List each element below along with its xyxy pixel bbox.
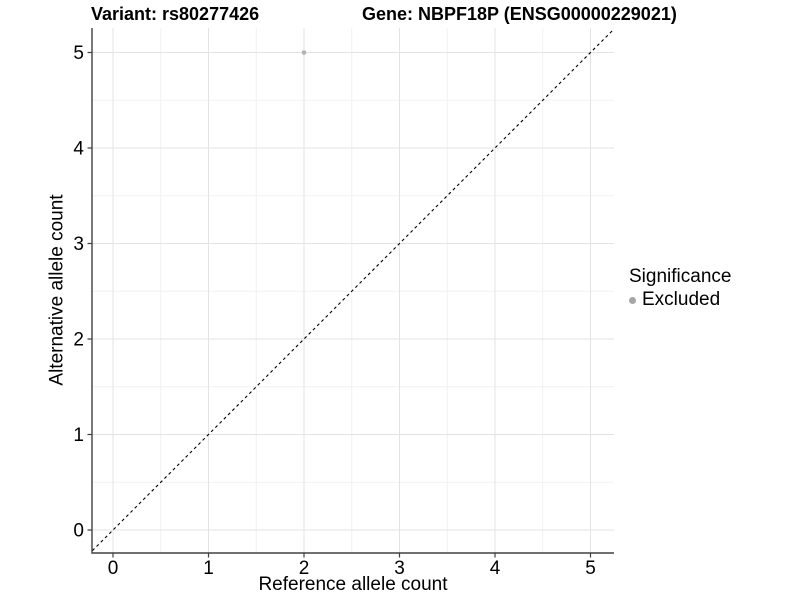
identity-line: [92, 28, 614, 552]
svg-text:0: 0: [73, 521, 84, 542]
grid-minor: [92, 28, 614, 553]
legend-item-excluded: Excluded: [629, 289, 731, 311]
svg-text:1: 1: [73, 425, 84, 446]
x-axis-title: Reference allele count: [258, 574, 448, 595]
grid-major: [92, 28, 614, 553]
legend-marker-circle-icon: [629, 296, 636, 304]
svg-text:4: 4: [490, 558, 501, 579]
svg-text:2: 2: [299, 558, 310, 579]
svg-text:3: 3: [394, 558, 405, 579]
legend-title: Significance: [629, 266, 732, 287]
plot-title-variant: Variant: rs80277426: [91, 4, 260, 24]
x-tick-labels: 0 1 2 3 4 5: [108, 558, 596, 579]
svg-text:5: 5: [585, 558, 596, 579]
legend-item-label: Excluded: [642, 289, 721, 310]
svg-text:3: 3: [73, 234, 84, 255]
svg-text:5: 5: [73, 43, 84, 64]
legend: Significance Excluded: [629, 266, 731, 311]
data-point: [301, 50, 307, 55]
axis-ticks: [87, 51, 592, 558]
y-axis-title: Alternative allele count: [46, 194, 68, 386]
svg-text:0: 0: [108, 558, 119, 579]
plot-title-gene: Gene: NBPF18P (ENSG00000229021): [362, 4, 677, 24]
svg-text:2: 2: [73, 330, 84, 351]
svg-text:1: 1: [203, 558, 214, 579]
svg-text:4: 4: [73, 139, 84, 160]
y-tick-labels: 0 1 2 3 4 5: [73, 43, 84, 542]
axis-lines: [91, 28, 614, 554]
